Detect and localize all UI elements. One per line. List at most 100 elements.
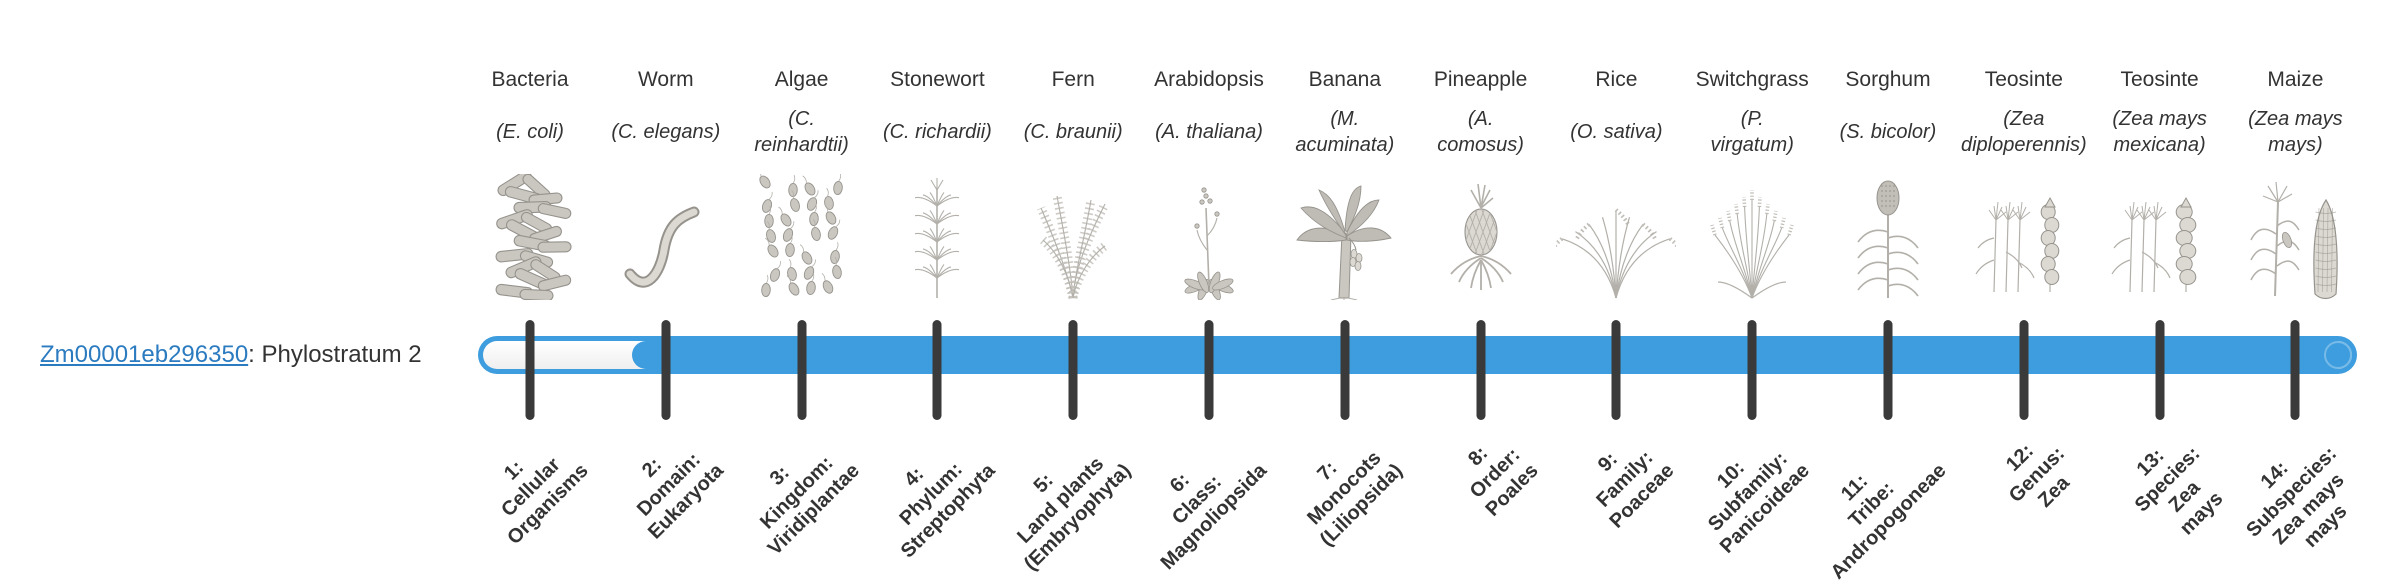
taxon-common-name: Sorghum <box>1845 68 1931 91</box>
phylostratum-tick <box>1204 320 1214 420</box>
taxon-species-name: (E. coli) <box>430 100 630 164</box>
phylostratum-label: 4: Phylum: Streptophyta <box>826 425 1000 562</box>
taxon-common-name: Worm <box>637 68 694 91</box>
taxon-column: Stonewort (C. richardii) 4: Phylum: Strept… <box>869 0 1005 580</box>
taxon-species-name: (C. braunii) <box>973 100 1173 164</box>
taxon-column: Fern (C. braunii) 5: Land plants (Embryoph… <box>1005 0 1141 580</box>
taxon-common-name: Rice <box>1595 68 1638 91</box>
taxon-common-name: Switchgrass <box>1695 68 1809 91</box>
rice-icon <box>1548 172 1684 300</box>
sorghum-icon <box>1820 172 1956 300</box>
taxon-species-name: (P. virgatum) <box>1652 100 1852 164</box>
species-line: (P. <box>1740 108 1764 130</box>
switchgrass-icon <box>1684 172 1820 300</box>
arabidopsis-icon <box>1141 172 1277 300</box>
species-line: virgatum) <box>1710 134 1794 156</box>
taxon-column: Teosinte (Zea diploperennis) 12: Genus: Zea <box>1956 0 2092 580</box>
taxon-column: Bacteria (E. coli) 1: Cellular Organisms <box>462 0 598 580</box>
phylostratum-tick <box>797 320 807 420</box>
phylostratum-label: 9: Family: Poaceae <box>1547 425 1679 533</box>
phylostratum-label-text: 14: Subspecies: Zea mays mays <box>2224 425 2375 576</box>
species-line: (Zea mays <box>2112 108 2207 130</box>
teosinte-diploperennis-icon <box>1956 172 2092 300</box>
taxon-column: Sorghum (S. bicolor) 11: Tribe: Andropogon… <box>1820 0 1956 580</box>
bar-endcap-arc <box>2324 341 2352 369</box>
phylostratum-label: 14: Subspecies: Zea mays mays <box>2190 425 2351 552</box>
taxon-common-name: Pineapple <box>1433 68 1528 91</box>
taxon-species-name: (Zea mays mays) <box>2195 100 2395 164</box>
teosinte-mexicana-icon <box>2092 172 2228 300</box>
stonewort-icon <box>869 172 1005 300</box>
taxon-common-name: Maize <box>2267 68 2324 91</box>
worm-icon <box>598 172 734 300</box>
bar-fill <box>632 341 2352 369</box>
taxon-species-name: (C. reinhardtii) <box>702 100 902 164</box>
phylostratum-tick <box>1340 320 1350 420</box>
phylostratum-label-text: 1: Cellular Organisms <box>468 425 593 550</box>
banana-icon <box>1277 172 1413 300</box>
taxon-species-name: (C. richardii) <box>837 100 1037 164</box>
taxon-column: Banana (M. acuminata) 7: Monocots (Liliopsi… <box>1277 0 1413 580</box>
phylostratum-tick <box>2155 320 2165 420</box>
taxon-column: Pineapple (A. comosus) 8: Order: Poales <box>1413 0 1549 580</box>
phylostratum-label: 7: Monocots (Liliopsida) <box>1250 425 1407 551</box>
phylostratum-label-text: 12: Genus: Zea <box>1987 425 2087 525</box>
gene-id-link[interactable]: Zm00001eb296350 <box>40 341 249 368</box>
phylostratum-tick <box>932 320 942 420</box>
gene-label: Zm00001eb296350: Phylostratum 2 <box>40 341 422 369</box>
phylostratum-label: 11: Tribe: Andropogoneae <box>1747 425 1950 580</box>
taxon-common-name: Arabidopsis <box>1154 68 1264 91</box>
taxon-common-name: Teosinte <box>2120 68 2199 91</box>
species-line: (C. <box>788 108 815 130</box>
phylostratum-tick <box>2019 320 2029 420</box>
phylostratum-label: 12: Genus: Zea <box>1967 425 2074 512</box>
phylostratum-label: 1: Cellular Organisms <box>438 425 592 549</box>
taxon-common-name: Banana <box>1308 68 1381 91</box>
phylostratum-tick <box>1747 320 1757 420</box>
species-line: mays) <box>2268 134 2323 156</box>
phylostratum-label: 13: Species: Zea mays <box>2089 425 2228 540</box>
taxon-common-name: Bacteria <box>491 68 569 91</box>
taxon-common-name: Teosinte <box>1984 68 2063 91</box>
taxon-common-name: Algae <box>774 68 829 91</box>
taxon-column: Rice (O. sativa) 9: Family: Poaceae <box>1548 0 1684 580</box>
taxon-species-name: (C. elegans) <box>566 100 766 164</box>
phylostratum-label: 2: Domain: Eukaryota <box>581 425 728 544</box>
species-line: (O. sativa) <box>1570 121 1663 143</box>
taxon-species-name: (O. sativa) <box>1516 100 1716 164</box>
taxon-species-name: (S. bicolor) <box>1788 100 1988 164</box>
species-line: (E. coli) <box>496 121 564 143</box>
phylostratum-tick <box>525 320 535 420</box>
taxon-column: Worm (C. elegans) 2: Domain: Eukaryota <box>598 0 734 580</box>
phylostratum-tick <box>2290 320 2300 420</box>
phylostratum-tick <box>1476 320 1486 420</box>
taxon-column: Switchgrass (P. virgatum) 10: Subfamily: Pa… <box>1684 0 1820 580</box>
taxon-column: Teosinte (Zea mays mexicana) 13: Species: Z… <box>2092 0 2228 580</box>
phylostratum-label: 3: Kingdom: Viridiplantae <box>694 425 864 560</box>
phylostratum-tick <box>1611 320 1621 420</box>
phylostratum-tick <box>1068 320 1078 420</box>
species-line: (A. <box>1467 108 1494 130</box>
phylostratum-label: 8: Order: Poales <box>1428 425 1543 521</box>
algae-icon <box>734 172 870 300</box>
maize-icon <box>2227 172 2363 300</box>
fern-icon <box>1005 172 1141 300</box>
species-line: (Zea <box>2003 108 2045 130</box>
taxon-column: Arabidopsis (A. thaliana) 6: Class: Magnol… <box>1141 0 1277 580</box>
species-line: acuminata) <box>1295 134 1395 156</box>
bacteria-icon <box>462 172 598 300</box>
species-line: diploperennis) <box>1960 134 2087 156</box>
phylostratum-tick <box>1883 320 1893 420</box>
taxon-common-name: Fern <box>1051 68 1095 91</box>
species-line: mexicana) <box>2113 134 2206 156</box>
taxon-common-name: Stonewort <box>890 68 985 91</box>
phylostratum-tick <box>661 320 671 420</box>
species-line: (M. <box>1330 108 1360 130</box>
phylostratum-label-text: 7: Monocots (Liliopsida) <box>1281 425 1407 551</box>
species-line: reinhardtii) <box>754 134 849 156</box>
taxon-species-name: (Zea diploperennis) <box>1924 100 2124 164</box>
species-line: (C. richardii) <box>882 121 992 143</box>
species-line: (C. elegans) <box>611 121 721 143</box>
taxon-column: Algae (C. reinhardtii) 3: Kingdom: Viridipl… <box>734 0 870 580</box>
